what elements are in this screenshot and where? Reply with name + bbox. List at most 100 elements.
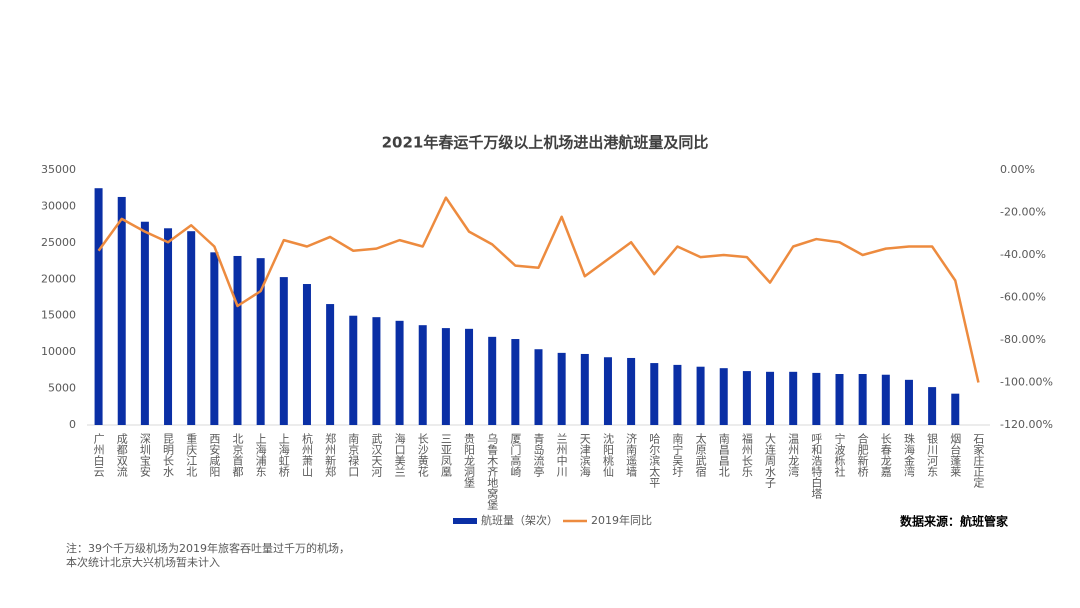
x-tick-label: 南京禄口 <box>347 433 360 477</box>
x-tick-label: 重庆江北 <box>185 432 198 477</box>
bar <box>187 231 196 425</box>
bar <box>627 357 636 425</box>
y2-tick-label: 0.00% <box>1000 163 1035 176</box>
x-tick-label: 上海虹桥 <box>277 433 290 478</box>
x-tick-label: 长春龙嘉 <box>879 433 892 478</box>
legend-label: 航班量（架次） <box>481 513 558 527</box>
x-tick-label: 北京首都 <box>231 433 244 477</box>
x-tick-label: 福州长乐 <box>740 432 753 477</box>
bar <box>117 196 126 425</box>
x-tick-label: 厦门高崎 <box>509 433 522 477</box>
legend-label: 2019年同比 <box>591 513 652 527</box>
x-tick-label: 济南遥墙 <box>625 432 638 478</box>
y-tick-label: 10000 <box>41 345 76 358</box>
x-tick-label: 昆明长水 <box>162 433 175 477</box>
y-tick-label: 30000 <box>41 199 76 212</box>
x-tick-label: 兰州中川 <box>555 433 568 477</box>
x-tick-label: 乌鲁木齐地窝堡 <box>486 432 499 510</box>
source: 数据来源：航班管家 <box>900 514 1009 529</box>
bar <box>349 315 358 425</box>
bar <box>719 368 728 425</box>
x-tick-label: 温州龙湾 <box>787 433 800 478</box>
bar <box>395 320 404 425</box>
y2-tick-label: -120.00% <box>1000 418 1053 431</box>
bar <box>650 363 659 425</box>
x-tick-label: 哈尔滨太平 <box>648 433 661 489</box>
x-tick-label: 石家庄正定 <box>972 433 985 489</box>
bar <box>233 255 242 425</box>
x-tick-label: 郑州新郑 <box>324 432 337 477</box>
x-tick-label: 南宁吴圩 <box>671 433 684 477</box>
bar <box>534 349 543 425</box>
y2-tick-label: -100.00% <box>1000 376 1053 389</box>
x-tick-label: 大连周水子 <box>764 432 777 488</box>
note: 本次统计北京大兴机场暂未计入 <box>66 555 220 569</box>
bar <box>511 339 520 425</box>
legend-swatch <box>453 518 477 524</box>
y-tick-label: 0 <box>69 418 76 431</box>
bar <box>140 221 149 425</box>
x-tick-label: 呼和浩特白塔 <box>810 433 823 500</box>
bar <box>789 371 798 425</box>
x-tick-label: 深圳宝安 <box>138 433 151 478</box>
y-tick-label: 15000 <box>41 309 76 322</box>
x-tick-label: 沈阳桃仙 <box>601 432 614 477</box>
bar <box>279 277 288 425</box>
x-tick-label: 成都双流 <box>115 433 128 477</box>
bar <box>488 336 497 425</box>
bar <box>94 188 103 425</box>
x-tick-label: 武汉天河 <box>370 433 383 477</box>
bar <box>580 353 589 425</box>
bar <box>673 364 682 425</box>
bar <box>210 252 219 425</box>
y2-tick-label: -60.00% <box>1000 291 1046 304</box>
y-tick-label: 25000 <box>41 236 76 249</box>
bar <box>742 371 751 425</box>
bar <box>835 374 844 425</box>
y-tick-label: 35000 <box>41 163 76 176</box>
bar <box>928 387 937 425</box>
bar <box>465 328 474 425</box>
bar <box>441 328 450 425</box>
y-tick-label: 20000 <box>41 272 76 285</box>
bar <box>372 317 381 425</box>
bar <box>603 357 612 425</box>
bar <box>256 258 265 425</box>
bar <box>881 374 890 425</box>
x-tick-label: 三亚凤凰 <box>439 433 452 478</box>
x-tick-label: 南昌昌北 <box>717 433 730 477</box>
y2-tick-label: -20.00% <box>1000 206 1046 219</box>
bar <box>696 366 705 425</box>
x-tick-label: 太原武宿 <box>694 433 707 477</box>
bar <box>326 304 335 425</box>
bar <box>302 284 311 425</box>
x-tick-label: 烟台蓬莱 <box>949 432 962 478</box>
bar <box>951 393 960 425</box>
x-tick-label: 上海浦东 <box>254 433 267 477</box>
x-tick-label: 银川河东 <box>926 432 939 477</box>
y2-tick-label: -80.00% <box>1000 333 1046 346</box>
x-tick-label: 宁波栎社 <box>833 432 846 478</box>
y-tick-label: 5000 <box>48 382 76 395</box>
bar <box>858 374 867 425</box>
x-tick-label: 长沙黄花 <box>416 433 429 477</box>
bar <box>904 379 913 425</box>
x-tick-label: 海口美兰 <box>393 432 406 477</box>
chart-title: 2021年春运千万级以上机场进出港航班量及同比 <box>382 134 709 152</box>
x-tick-label: 合肥新桥 <box>856 432 869 478</box>
y2-tick-label: -40.00% <box>1000 248 1046 261</box>
line <box>97 196 980 383</box>
bar <box>812 372 821 425</box>
bar <box>766 371 775 425</box>
x-tick-label: 天津滨海 <box>578 433 591 478</box>
x-tick-label: 青岛流亭 <box>532 433 545 477</box>
x-tick-label: 西安咸阳 <box>208 433 221 477</box>
x-tick-label: 广州白云 <box>92 433 105 478</box>
note: 注：39个千万级机场为2019年旅客吞吐量过千万的机场， <box>66 541 350 555</box>
bar <box>164 228 173 425</box>
x-tick-label: 杭州萧山 <box>300 432 313 477</box>
x-tick-label: 贵阳龙洞堡 <box>463 433 476 488</box>
bar <box>418 325 427 425</box>
x-tick-label: 珠海金湾 <box>902 432 915 478</box>
